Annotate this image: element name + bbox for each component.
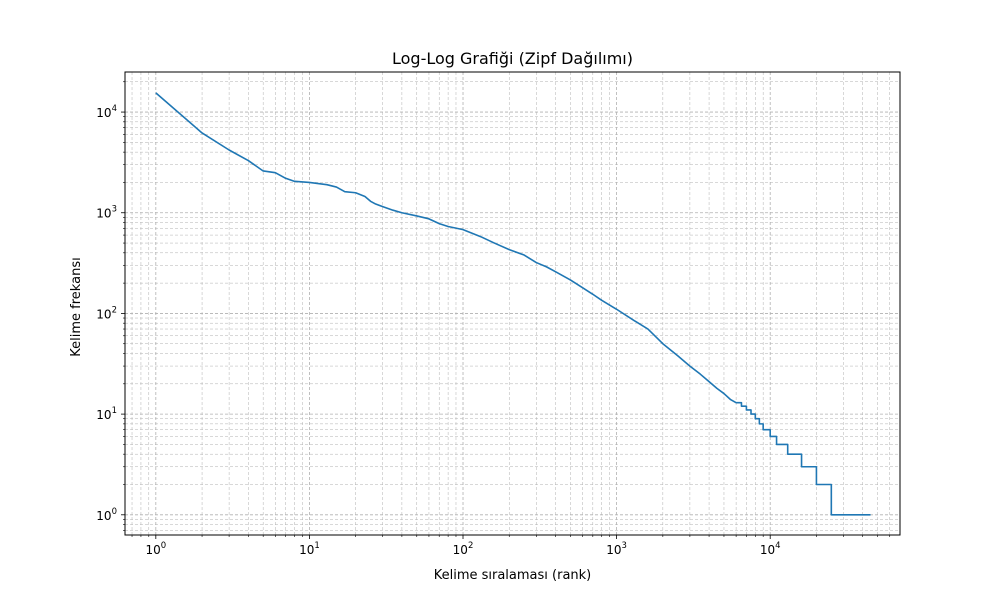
y-tick-label: 102 (96, 305, 117, 321)
x-tick-label: 102 (453, 541, 474, 557)
y-tick-label: 100 (96, 507, 117, 523)
x-tick-label-base: 10 (453, 543, 468, 557)
y-tick-label-exponent: 4 (112, 104, 117, 114)
y-tick-label-exponent: 0 (112, 507, 117, 517)
x-tick-label-exponent: 4 (775, 541, 780, 551)
x-tick-label: 103 (606, 541, 627, 557)
x-tick-label-exponent: 1 (314, 541, 319, 551)
y-tick-label: 103 (96, 205, 117, 221)
y-tick-label-base: 10 (96, 408, 111, 422)
y-tick-label: 104 (96, 104, 117, 120)
x-tick-label-base: 10 (145, 543, 160, 557)
x-tick-label-exponent: 0 (161, 541, 166, 551)
x-tick-label: 101 (299, 541, 320, 557)
y-tick-label-exponent: 1 (112, 406, 117, 416)
x-axis-label: Kelime sıralaması (rank) (434, 568, 592, 583)
series-line-0 (155, 92, 871, 516)
y-tick-label-base: 10 (96, 509, 111, 523)
y-tick-label-exponent: 3 (112, 205, 117, 215)
x-tick-label-base: 10 (606, 543, 621, 557)
y-tick-label-base: 10 (96, 106, 111, 120)
plot-frame (124, 71, 901, 536)
x-tick-label-exponent: 2 (468, 541, 473, 551)
y-tick-label: 101 (96, 406, 117, 422)
x-tick-label: 100 (145, 541, 166, 557)
x-tick-label-base: 10 (760, 543, 775, 557)
x-tick-label: 104 (760, 541, 781, 557)
x-tick-label-exponent: 3 (622, 541, 627, 551)
x-tick-label-base: 10 (299, 543, 314, 557)
y-tick-label-base: 10 (96, 207, 111, 221)
chart-title: Log-Log Grafiği (Zipf Dağılımı) (392, 49, 633, 68)
minor-grid (125, 72, 900, 535)
major-grid (125, 72, 900, 535)
series-layer (155, 92, 871, 516)
y-tick-label-exponent: 2 (112, 305, 117, 315)
y-axis-label: Kelime frekansı (69, 257, 84, 356)
y-tick-label-base: 10 (96, 307, 111, 321)
x-axis-ticks: 100 101 102 103 104 (131, 535, 891, 557)
